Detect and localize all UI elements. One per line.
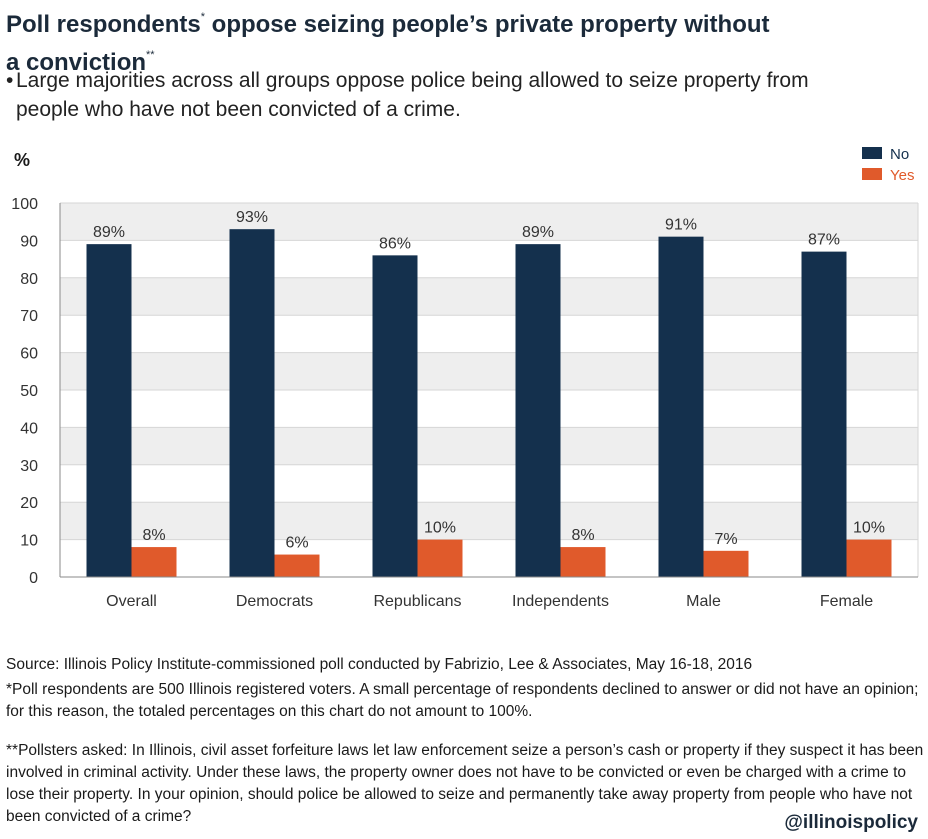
bar-chart: 0 10 20 30 40 50 60 70 80 90 100% 89% 8% Overall 93% 6%… <box>11 146 919 610</box>
grid-band <box>60 203 918 241</box>
y-tick-label: 70 <box>20 308 38 325</box>
x-tick-label: Overall <box>106 593 157 610</box>
data-label: 10% <box>853 520 885 537</box>
bar-yes <box>131 547 177 577</box>
y-tick-label: 20 <box>20 495 38 512</box>
data-label: 93% <box>236 209 268 226</box>
grid-band <box>60 539 918 577</box>
bar-yes <box>846 539 892 577</box>
title-footnote-mark-1: * <box>200 11 205 23</box>
bar-yes <box>274 554 320 577</box>
bar-no <box>372 255 418 578</box>
y-tick-label: 90 <box>20 233 38 250</box>
title-part-2: oppose seizing people’s private property… <box>204 11 770 38</box>
data-label: 8% <box>142 527 165 544</box>
y-tick-label: 30 <box>20 458 38 475</box>
bar-no <box>801 251 847 577</box>
data-label: 7% <box>714 531 737 548</box>
grid-band <box>60 352 918 390</box>
data-label: 89% <box>522 224 554 241</box>
source-note: Source: Illinois Policy Institute-commis… <box>6 656 753 673</box>
bar-no <box>515 244 561 577</box>
y-tick-label: 100 <box>11 196 38 213</box>
x-tick-label: Male <box>686 593 721 610</box>
data-label: 91% <box>665 217 697 234</box>
y-tick-label: 80 <box>20 271 38 288</box>
bar-yes <box>417 539 463 577</box>
bar-yes <box>703 550 749 577</box>
legend-label-yes: Yes <box>890 167 914 184</box>
data-label: 6% <box>285 535 308 552</box>
grid-band <box>60 390 918 428</box>
footnote-2: **Pollsters asked: In Illinois, civil as… <box>6 742 924 825</box>
x-tick-label: Female <box>820 593 873 610</box>
chart-subtitle: • Large majorities across all groups oppo… <box>6 66 906 124</box>
bar-yes <box>560 547 606 577</box>
data-label: 86% <box>379 235 411 252</box>
title-part-1: Poll respondents <box>6 11 201 38</box>
grid-band <box>60 427 918 465</box>
twitter-handle: @illinoispolicy <box>784 812 918 833</box>
bar-no <box>86 244 132 577</box>
grid-band <box>60 315 918 353</box>
subtitle-line-2: people who have not been convicted of a … <box>16 98 461 121</box>
bar-no <box>229 229 275 577</box>
legend-swatch-no <box>862 147 882 159</box>
grid-band <box>60 502 918 540</box>
y-tick-label: 50 <box>20 383 38 400</box>
data-label: 10% <box>424 520 456 537</box>
bar-no <box>658 236 704 577</box>
y-tick-label: 60 <box>20 346 38 363</box>
x-tick-label: Republicans <box>373 593 461 610</box>
footnote-1: *Poll respondents are 500 Illinois regis… <box>6 681 919 720</box>
y-tick-label: 40 <box>20 420 38 437</box>
subtitle-line-1: Large majorities across all groups oppos… <box>16 69 809 92</box>
title-part-3: a conviction <box>6 49 147 76</box>
grid-band <box>60 277 918 316</box>
grid-band <box>60 464 918 503</box>
subtitle-bullet: • <box>6 69 14 92</box>
y-tick-label: 0 <box>29 570 38 587</box>
data-label: 8% <box>571 527 594 544</box>
data-label: 89% <box>93 224 125 241</box>
x-tick-label: Independents <box>512 593 609 610</box>
chart-title: Poll respondents* oppose seizing people’… <box>6 2 906 78</box>
legend-swatch-yes <box>862 168 882 180</box>
data-label: 87% <box>808 232 840 249</box>
legend-label-no: No <box>890 146 909 163</box>
title-footnote-mark-2: ** <box>146 49 155 61</box>
y-axis-title: % <box>14 150 30 170</box>
grid-band <box>60 240 918 278</box>
x-tick-label: Democrats <box>236 593 313 610</box>
y-tick-label: 10 <box>20 533 38 550</box>
